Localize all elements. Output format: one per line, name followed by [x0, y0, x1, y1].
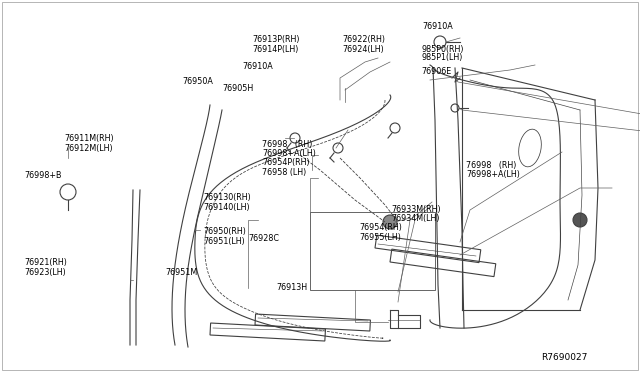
- Text: 76958 (LH): 76958 (LH): [262, 168, 307, 177]
- Text: 76950(RH): 76950(RH): [204, 227, 246, 236]
- Text: 76913P(RH): 76913P(RH): [253, 35, 300, 44]
- Text: 76934M(LH): 76934M(LH): [392, 214, 440, 223]
- Text: 76912M(LH): 76912M(LH): [64, 144, 113, 153]
- Text: 76911M(RH): 76911M(RH): [64, 134, 114, 143]
- Bar: [255, 314, 371, 331]
- Bar: [210, 323, 326, 341]
- Text: 76998+B: 76998+B: [24, 171, 62, 180]
- Text: 76924(LH): 76924(LH): [342, 45, 384, 54]
- Circle shape: [383, 215, 397, 229]
- Text: 76998+A(LH): 76998+A(LH): [466, 170, 520, 179]
- Text: 76910A: 76910A: [422, 22, 453, 31]
- Text: R7690027: R7690027: [541, 353, 587, 362]
- Text: 76954(RH): 76954(RH): [360, 223, 403, 232]
- Text: 76905H: 76905H: [223, 84, 254, 93]
- Text: 769130(RH): 769130(RH): [204, 193, 252, 202]
- Text: 769140(LH): 769140(LH): [204, 203, 250, 212]
- Text: 76913H: 76913H: [276, 283, 308, 292]
- Text: 76998   (RH): 76998 (RH): [466, 161, 516, 170]
- Text: 76951M: 76951M: [165, 268, 197, 277]
- Text: 76914P(LH): 76914P(LH): [253, 45, 299, 54]
- Bar: [310, 212, 435, 290]
- Text: 76951(LH): 76951(LH): [204, 237, 245, 246]
- Circle shape: [573, 213, 587, 227]
- Text: 76933M(RH): 76933M(RH): [392, 205, 442, 214]
- Text: 76928C: 76928C: [248, 234, 279, 243]
- Bar: [390, 249, 496, 277]
- Text: 76906E: 76906E: [421, 67, 451, 76]
- Text: 985P1(LH): 985P1(LH): [421, 53, 463, 62]
- Text: 76910A: 76910A: [242, 62, 273, 71]
- Text: 76922(RH): 76922(RH): [342, 35, 385, 44]
- Text: 76921(RH): 76921(RH): [24, 258, 67, 267]
- Text: 76998+A(LH): 76998+A(LH): [262, 149, 316, 158]
- Text: 76950A: 76950A: [182, 77, 213, 86]
- Text: 76954P(RH): 76954P(RH): [262, 158, 310, 167]
- Text: 76955(LH): 76955(LH): [360, 233, 401, 242]
- Text: 76998   (RH): 76998 (RH): [262, 140, 313, 149]
- Text: 985P0(RH): 985P0(RH): [421, 45, 463, 54]
- Text: 76923(LH): 76923(LH): [24, 268, 66, 277]
- Bar: [375, 235, 481, 263]
